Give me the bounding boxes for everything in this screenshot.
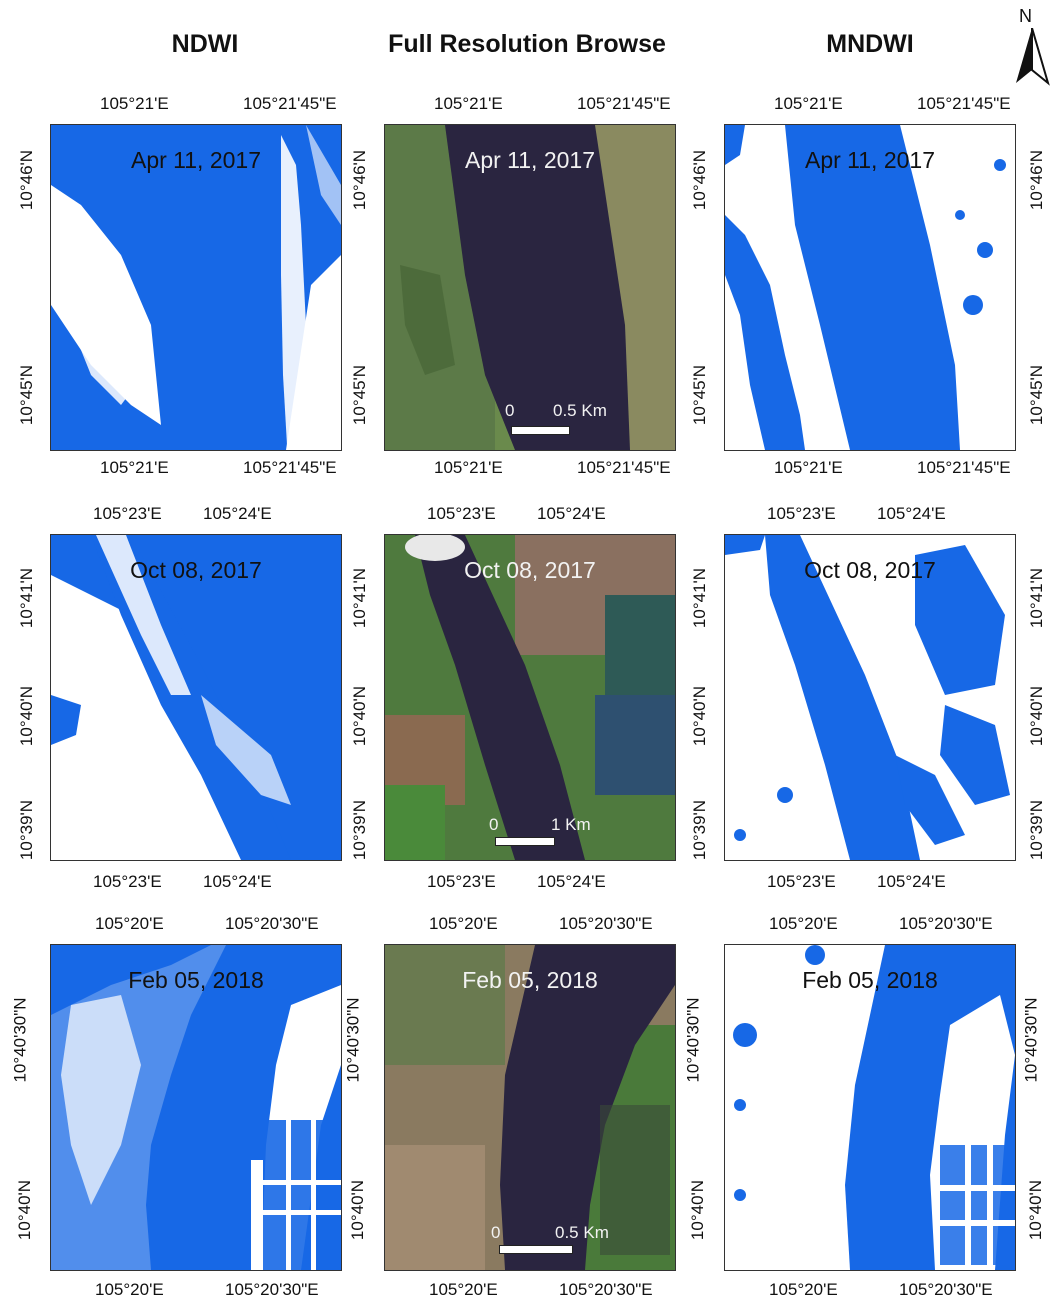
scale-zero: 0 — [491, 1223, 501, 1242]
mndwi-panel-oct-2017: Oct 08, 2017 — [724, 534, 1016, 861]
lat-tick: 10°40'N — [350, 685, 370, 747]
lon-tick: 105°20'E — [429, 914, 498, 933]
panel-date: Oct 08, 2017 — [804, 557, 936, 583]
panel-date: Oct 08, 2017 — [130, 557, 262, 583]
lat-tick: 10°45'N — [690, 364, 710, 426]
lon-tick: 105°20'30"E — [559, 1280, 653, 1299]
lat-tick: 10°45'N — [350, 364, 370, 426]
lon-tick: 105°21'E — [774, 94, 843, 113]
lon-tick: 105°23'E — [767, 504, 836, 523]
scale-end: 1 Km — [551, 815, 591, 834]
lon-tick: 105°21'45"E — [917, 94, 1011, 113]
lat-tick: 10°46'N — [690, 149, 710, 211]
ndwi-panel-feb-2018: Feb 05, 2018 — [50, 944, 342, 1271]
north-arrow-icon — [1016, 28, 1050, 86]
lat-tick: 10°46'N — [1027, 149, 1047, 211]
lon-tick: 105°20'30"E — [225, 914, 319, 933]
lon-tick: 105°24'E — [203, 504, 272, 523]
lon-tick: 105°24'E — [877, 872, 946, 891]
lat-tick: 10°40'30"N — [343, 997, 363, 1083]
lat-tick: 10°39'N — [1027, 799, 1047, 861]
lon-tick: 105°21'45"E — [243, 94, 337, 113]
mndwi-panel-feb-2018: Feb 05, 2018 — [724, 944, 1016, 1271]
scale-end: 0.5 Km — [555, 1223, 609, 1242]
lon-tick: 105°23'E — [93, 872, 162, 891]
lon-tick: 105°20'E — [769, 1280, 838, 1299]
lon-tick: 105°24'E — [877, 504, 946, 523]
lon-tick: 105°20'30"E — [899, 1280, 993, 1299]
browse-panel-oct-2017: Oct 08, 2017 0 1 Km — [384, 534, 676, 861]
lon-tick: 105°21'E — [100, 458, 169, 477]
browse-panel-feb-2018: Feb 05, 2018 0 0.5 Km — [384, 944, 676, 1271]
panel-date: Apr 11, 2017 — [130, 147, 261, 173]
lon-tick: 105°20'E — [769, 914, 838, 933]
lat-tick: 10°46'N — [350, 149, 370, 211]
lat-tick: 10°40'N — [690, 685, 710, 747]
lat-tick: 10°40'30"N — [683, 997, 703, 1083]
lat-tick: 10°40'N — [348, 1179, 368, 1241]
lon-tick: 105°23'E — [427, 872, 496, 891]
scale-end: 0.5 Km — [553, 401, 607, 420]
scale-zero: 0 — [489, 815, 499, 834]
lat-tick: 10°41'N — [350, 567, 370, 629]
lat-tick: 10°41'N — [690, 567, 710, 629]
column-title-mndwi: MNDWI — [826, 30, 914, 58]
panel-date: Apr 11, 2017 — [464, 147, 595, 173]
lat-tick: 10°39'N — [350, 799, 370, 861]
lon-tick: 105°23'E — [93, 504, 162, 523]
column-title-ndwi: NDWI — [171, 30, 239, 58]
scale-bar-line — [495, 837, 555, 846]
north-label: N — [1019, 6, 1032, 26]
lon-tick: 105°21'E — [774, 458, 843, 477]
lon-tick: 105°20'E — [95, 914, 164, 933]
ndwi-panel-apr-2017: Apr 11, 2017 — [50, 124, 342, 451]
lon-tick: 105°24'E — [537, 872, 606, 891]
lat-tick: 10°45'N — [17, 364, 37, 426]
lon-tick: 105°21'45"E — [243, 458, 337, 477]
lon-tick: 105°20'30"E — [899, 914, 993, 933]
ndwi-panel-oct-2017: Oct 08, 2017 — [50, 534, 342, 861]
lat-tick: 10°40'30"N — [10, 997, 30, 1083]
lat-tick: 10°45'N — [1027, 364, 1047, 426]
lon-tick: 105°20'E — [429, 1280, 498, 1299]
lat-tick: 10°40'N — [15, 1179, 35, 1241]
lon-tick: 105°21'E — [434, 458, 503, 477]
lat-tick: 10°39'N — [17, 799, 37, 861]
lon-tick: 105°21'E — [100, 94, 169, 113]
lon-tick: 105°21'45"E — [577, 94, 671, 113]
scale-bar: 0 1 Km — [385, 535, 675, 860]
lon-tick: 105°20'30"E — [559, 914, 653, 933]
panel-date: Oct 08, 2017 — [464, 557, 596, 583]
lon-tick: 105°21'E — [434, 94, 503, 113]
lat-tick: 10°41'N — [17, 567, 37, 629]
panel-date: Feb 05, 2018 — [802, 967, 938, 993]
lat-tick: 10°40'N — [17, 685, 37, 747]
mndwi-panel-apr-2017: Apr 11, 2017 — [724, 124, 1016, 451]
lat-tick: 10°39'N — [690, 799, 710, 861]
lon-tick: 105°24'E — [203, 872, 272, 891]
scale-bar: 0 0.5 Km — [385, 945, 675, 1270]
lon-tick: 105°21'45"E — [917, 458, 1011, 477]
scale-zero: 0 — [505, 401, 515, 420]
lon-tick: 105°21'45"E — [577, 458, 671, 477]
scale-bar-line — [499, 1245, 573, 1254]
lat-tick: 10°40'N — [1026, 1179, 1046, 1241]
lat-tick: 10°41'N — [1027, 567, 1047, 629]
lat-tick: 10°40'30"N — [1021, 997, 1041, 1083]
lat-tick: 10°40'N — [688, 1179, 708, 1241]
panel-date: Apr 11, 2017 — [804, 147, 935, 173]
lon-tick: 105°23'E — [767, 872, 836, 891]
lat-tick: 10°46'N — [17, 149, 37, 211]
panel-date: Feb 05, 2018 — [128, 967, 264, 993]
lon-tick: 105°20'30"E — [225, 1280, 319, 1299]
browse-panel-apr-2017: Apr 11, 2017 0 0.5 Km — [384, 124, 676, 451]
scale-bar-line — [511, 426, 570, 435]
column-title-browse: Full Resolution Browse — [388, 30, 666, 58]
scale-bar: 0 0.5 Km — [385, 125, 675, 450]
lon-tick: 105°20'E — [95, 1280, 164, 1299]
lon-tick: 105°23'E — [427, 504, 496, 523]
panel-date: Feb 05, 2018 — [462, 967, 598, 993]
lon-tick: 105°24'E — [537, 504, 606, 523]
lat-tick: 10°40'N — [1027, 685, 1047, 747]
